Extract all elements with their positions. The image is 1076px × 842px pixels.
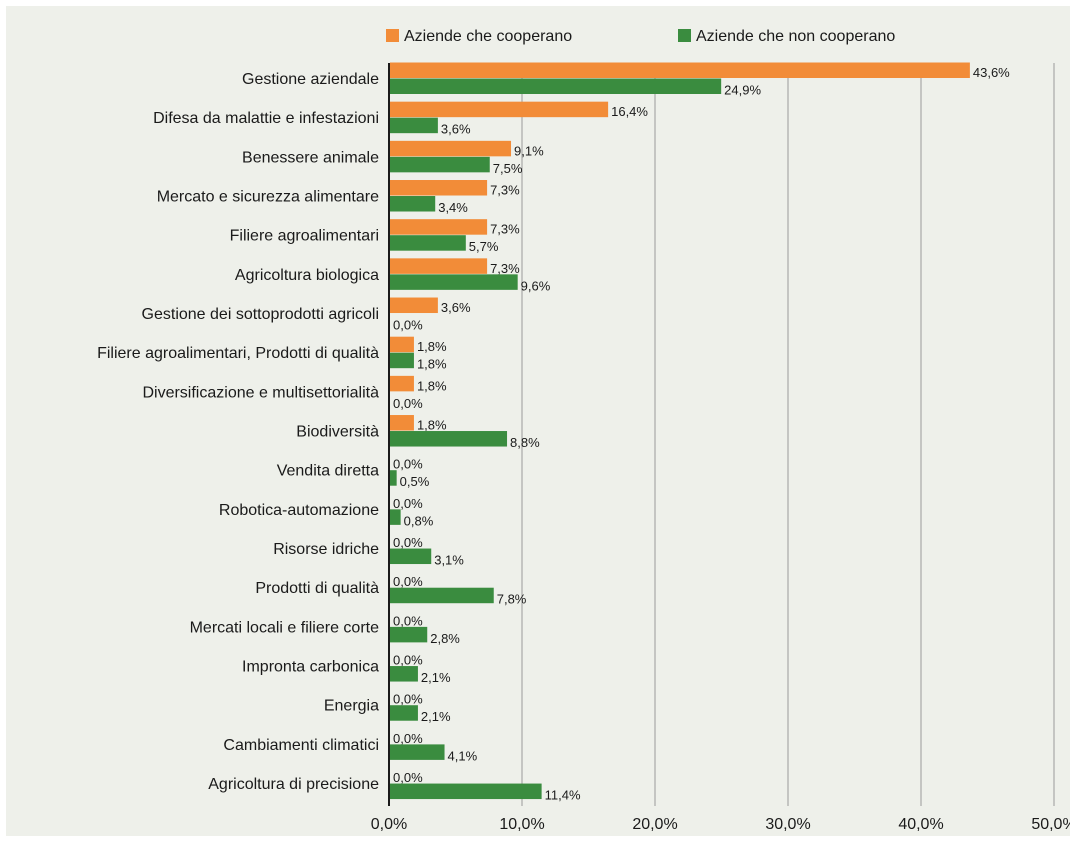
legend-label: Aziende che non cooperano <box>696 28 895 45</box>
bar-non-cooperano <box>390 470 397 486</box>
category-label: Filiere agroalimentari, Prodotti di qual… <box>97 345 379 362</box>
bar-cooperano <box>390 101 609 118</box>
data-label: 11,4% <box>545 788 581 803</box>
bar-cooperano <box>390 415 414 431</box>
category-label: Mercato e sicurezza alimentare <box>157 189 379 206</box>
bar-non-cooperano <box>390 509 401 525</box>
legend-swatch <box>386 29 399 42</box>
bar-non-cooperano <box>390 666 418 682</box>
bar-non-cooperano <box>390 431 508 447</box>
bar-non-cooperano <box>390 548 432 565</box>
bar-non-cooperano <box>390 156 490 173</box>
bar-non-cooperano <box>390 117 438 134</box>
x-tick-label: 20,0% <box>632 816 677 833</box>
category-label: Biodiversità <box>296 424 379 441</box>
data-label: 0,5% <box>400 474 430 489</box>
bar-non-cooperano <box>390 626 428 643</box>
bar-non-cooperano <box>390 705 418 721</box>
data-label: 1,8% <box>417 339 447 354</box>
category-label: Agricoltura biologica <box>235 267 379 284</box>
x-tick-label: 0,0% <box>371 816 407 833</box>
data-label: 1,8% <box>417 418 447 433</box>
data-label: 3,6% <box>441 122 471 137</box>
category-label: Filiere agroalimentari <box>230 228 379 245</box>
data-label: 0,0% <box>393 613 423 628</box>
data-label: 7,3% <box>490 261 520 276</box>
data-label: 0,0% <box>393 731 423 746</box>
x-tick-label: 30,0% <box>765 816 810 833</box>
category-label: Vendita diretta <box>277 463 379 480</box>
data-label: 5,7% <box>469 239 499 254</box>
bar-non-cooperano <box>390 587 494 604</box>
data-label: 0,0% <box>393 574 423 589</box>
data-label: 1,8% <box>417 357 447 372</box>
bar-cooperano <box>390 219 488 235</box>
data-label: 9,1% <box>514 143 544 158</box>
bar-non-cooperano <box>390 196 436 212</box>
category-label: Cambiamenti climatici <box>223 737 379 754</box>
data-label: 0,0% <box>393 457 423 472</box>
bar-cooperano <box>390 297 438 314</box>
data-label: 7,3% <box>490 222 520 237</box>
category-label: Mercati locali e filiere corte <box>190 619 380 636</box>
bar-non-cooperano <box>390 235 466 251</box>
data-label: 7,8% <box>497 592 527 607</box>
bar-non-cooperano <box>390 744 445 760</box>
data-label: 16,4% <box>611 104 648 119</box>
data-label: 9,6% <box>521 278 551 293</box>
category-label: Impronta carbonica <box>242 659 379 676</box>
data-label: 2,1% <box>421 709 451 724</box>
data-label: 0,0% <box>393 692 423 707</box>
legend-label: Aziende che cooperano <box>404 28 572 45</box>
category-label: Gestione dei sottoprodotti agricoli <box>142 306 379 323</box>
bar-non-cooperano <box>390 274 518 290</box>
bar-cooperano <box>390 375 414 392</box>
x-tick-label: 10,0% <box>499 816 544 833</box>
chart-frame: 0,0% 10,0% 20,0% 30,0% 40,0% 50,0% Gestione az… <box>6 6 1070 836</box>
bar-non-cooperano <box>390 783 542 800</box>
data-label: 4,1% <box>448 748 478 763</box>
bar-cooperano <box>390 140 512 157</box>
bar-cooperano <box>390 336 414 353</box>
category-label: Gestione aziendale <box>242 71 379 88</box>
category-label: Risorse idriche <box>273 541 379 558</box>
data-label: 0,0% <box>393 653 423 668</box>
data-label: 7,5% <box>493 161 523 176</box>
data-label: 7,3% <box>490 183 520 198</box>
category-label: Difesa da malattie e infestazioni <box>153 110 379 127</box>
data-label: 24,9% <box>724 83 761 98</box>
data-label: 0,0% <box>393 496 423 511</box>
data-label: 2,1% <box>421 670 451 685</box>
bar-non-cooperano <box>390 352 414 369</box>
bar-non-cooperano <box>390 78 722 94</box>
data-label: 8,8% <box>510 435 540 450</box>
data-label: 3,4% <box>438 200 468 215</box>
x-tick-label: 40,0% <box>898 816 943 833</box>
data-label: 1,8% <box>417 378 447 393</box>
data-label: 0,0% <box>393 535 423 550</box>
category-label: Energia <box>324 698 379 715</box>
data-label: 3,1% <box>434 553 464 568</box>
category-label: Robotica-automazione <box>219 502 379 519</box>
legend-swatch <box>678 29 691 42</box>
data-label: 2,8% <box>430 631 460 646</box>
bar-cooperano <box>390 62 970 78</box>
bar-cooperano <box>390 258 488 274</box>
category-label: Agricoltura di precisione <box>208 776 379 793</box>
data-label: 43,6% <box>973 65 1010 80</box>
category-label: Prodotti di qualità <box>255 580 379 597</box>
category-label: Diversificazione e multisettorialità <box>142 384 379 401</box>
data-label: 0,8% <box>404 513 434 528</box>
bar-chart: 0,0% 10,0% 20,0% 30,0% 40,0% 50,0% Gestione az… <box>97 28 1070 833</box>
category-label: Benessere animale <box>242 149 379 166</box>
data-label: 0,0% <box>393 318 423 333</box>
bar-cooperano <box>390 180 488 196</box>
data-label: 0,0% <box>393 770 423 785</box>
data-label: 0,0% <box>393 396 423 411</box>
data-label: 3,6% <box>441 300 471 315</box>
x-tick-label: 50,0% <box>1031 816 1070 833</box>
